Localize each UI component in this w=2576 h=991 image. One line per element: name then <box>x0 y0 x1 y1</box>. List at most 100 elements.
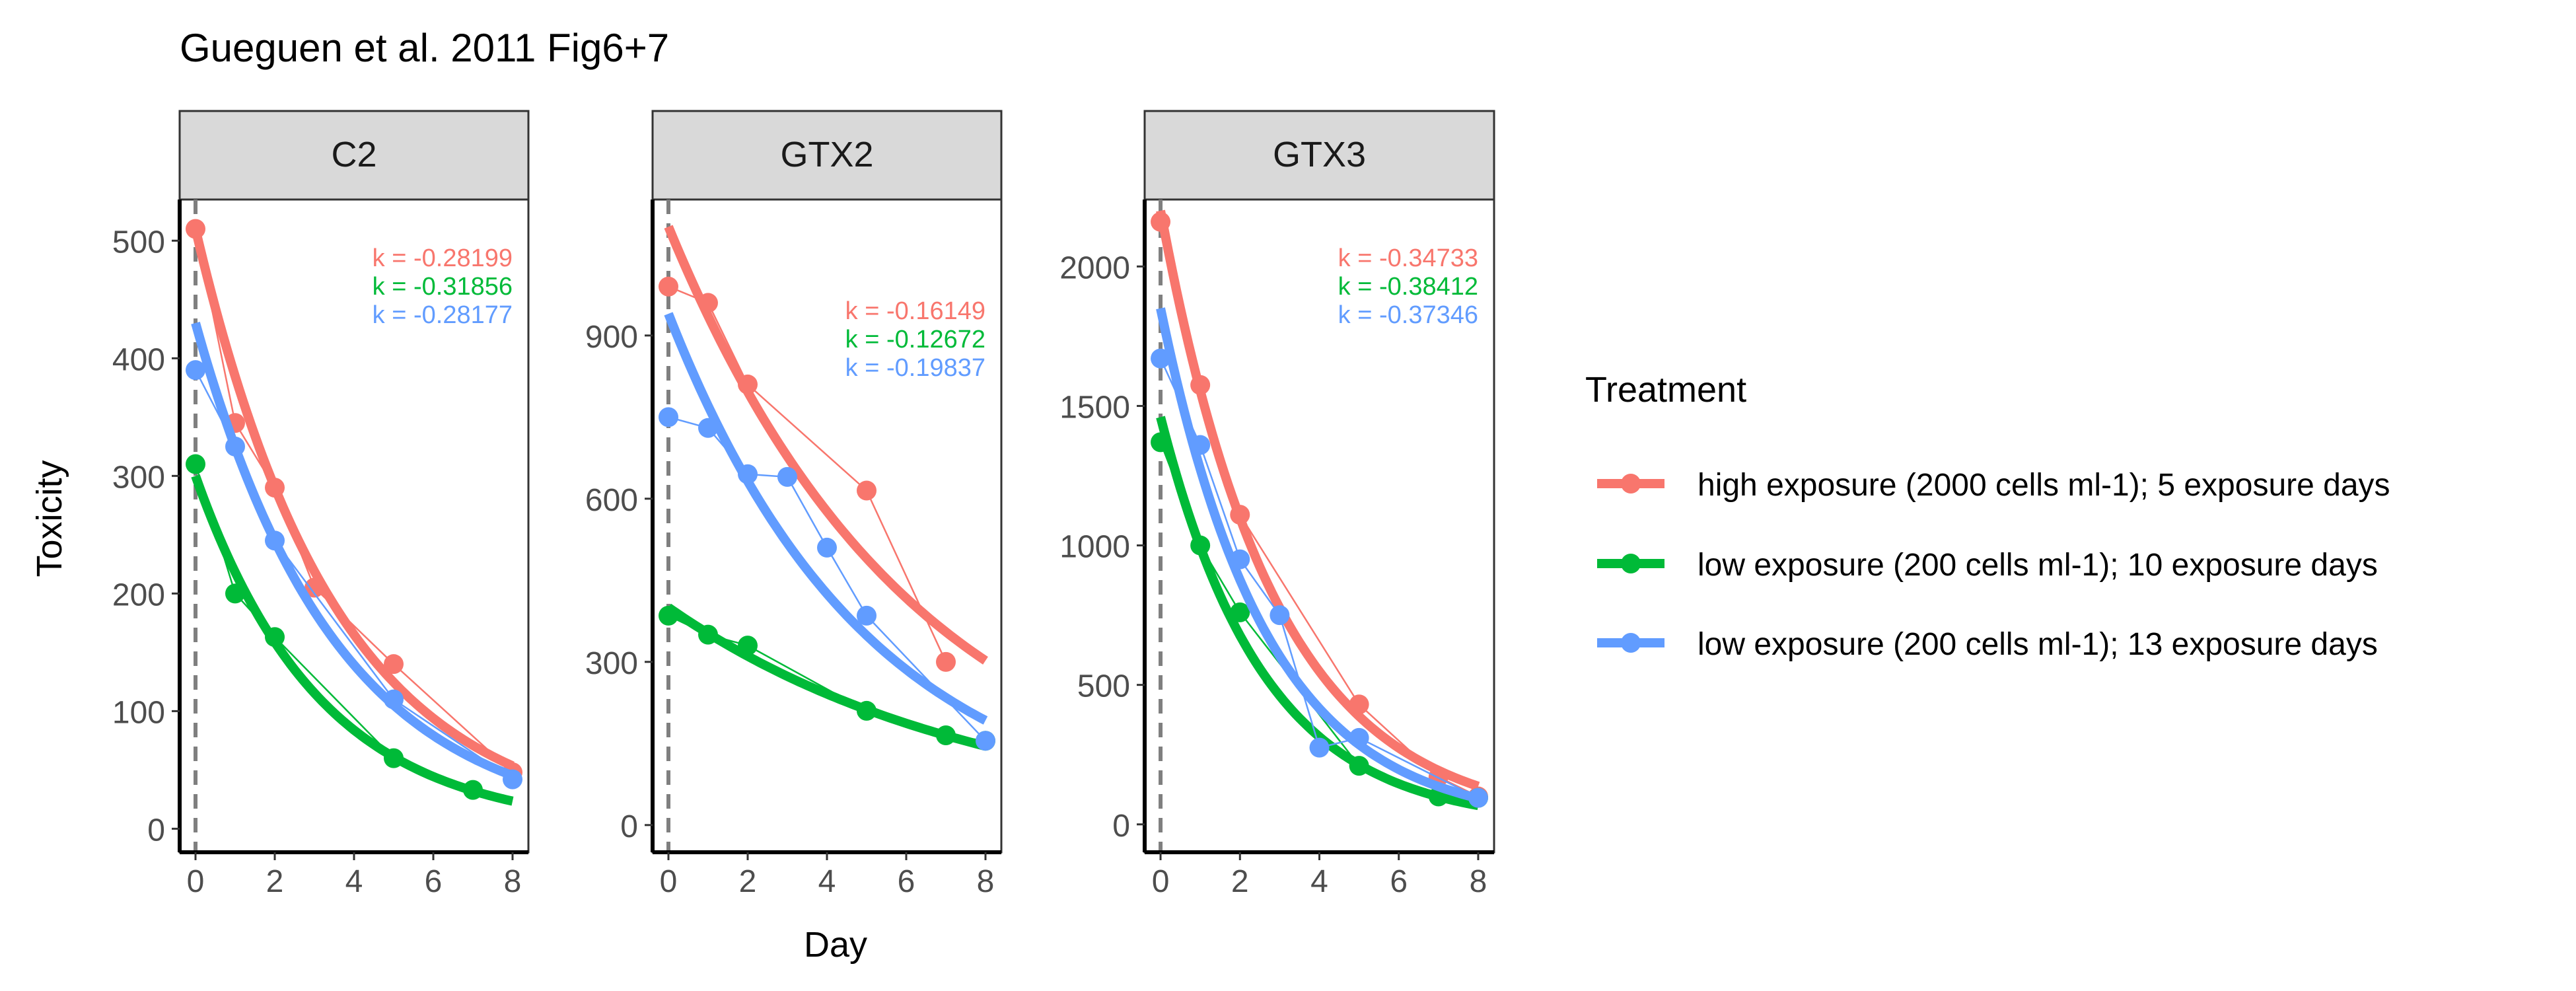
y-axis-label: Toxicity <box>30 460 69 577</box>
k-annotation: k = -0.19837 <box>845 354 985 382</box>
data-point <box>659 276 678 297</box>
k-annotation: k = -0.28199 <box>373 244 513 272</box>
data-point <box>1230 549 1250 569</box>
data-point <box>1349 694 1369 715</box>
series-2: k = -0.12672 <box>659 326 995 751</box>
legend-entry-1: high exposure (2000 cells ml-1); 5 expos… <box>1597 468 2390 503</box>
y-tick-label: 400 <box>112 342 165 377</box>
data-point <box>1190 435 1211 455</box>
data-point <box>936 725 956 745</box>
facet-strip-label: GTX2 <box>780 135 873 174</box>
y-tick-label: 500 <box>1077 669 1130 704</box>
k-annotation: k = -0.28177 <box>373 301 513 329</box>
x-tick-label: 0 <box>660 864 678 899</box>
data-point <box>698 418 718 438</box>
y-tick-label: 300 <box>585 646 638 681</box>
y-tick-label: 100 <box>112 695 165 730</box>
series-fit-curve <box>191 322 515 780</box>
x-tick-label: 0 <box>1152 864 1170 899</box>
data-point <box>384 748 404 768</box>
data-point <box>857 605 877 626</box>
y-tick-label: 0 <box>1112 809 1130 844</box>
y-tick-label: 600 <box>585 483 638 518</box>
facet-strip-label: C2 <box>331 135 376 174</box>
data-point <box>1270 605 1290 626</box>
data-point <box>1190 375 1211 395</box>
x-tick-label: 6 <box>1390 864 1408 899</box>
data-point <box>225 583 245 604</box>
data-point <box>698 624 718 645</box>
data-point <box>186 454 205 474</box>
data-point <box>738 636 758 656</box>
data-point <box>857 480 877 501</box>
k-annotation: k = -0.37346 <box>1338 301 1478 329</box>
series-2: k = -0.38412 <box>1151 273 1488 811</box>
x-tick-label: 6 <box>425 864 443 899</box>
data-point <box>503 769 522 789</box>
series-3: k = -0.19837 <box>659 312 995 751</box>
data-point <box>1230 505 1250 525</box>
facet-strip <box>178 110 530 201</box>
series-fit-curve <box>1156 416 1480 811</box>
y-tick-label: 300 <box>112 460 165 495</box>
data-point <box>698 293 718 313</box>
x-tick-label: 4 <box>345 864 363 899</box>
data-point <box>738 464 758 484</box>
x-tick-label: 2 <box>739 864 757 899</box>
data-point <box>463 780 483 800</box>
data-point <box>936 651 956 672</box>
series-1: k = -0.16149 <box>659 225 988 672</box>
data-point <box>1151 211 1171 232</box>
legend-label: high exposure (2000 cells ml-1); 5 expos… <box>1698 468 2390 503</box>
y-tick-label: 2000 <box>1059 250 1130 285</box>
data-point <box>817 537 837 558</box>
y-tick-label: 500 <box>112 225 165 260</box>
x-tick-label: 4 <box>1310 864 1328 899</box>
data-point <box>659 407 678 427</box>
data-point <box>265 478 285 498</box>
y-tick-label: 0 <box>147 813 165 848</box>
data-point <box>1151 348 1171 369</box>
data-point <box>777 466 797 487</box>
series-2: k = -0.31856 <box>186 273 514 806</box>
legend: Treatment high exposure (2000 cells ml-1… <box>1585 370 2390 662</box>
series-fit-curve <box>664 312 988 725</box>
data-point <box>1309 737 1330 758</box>
data-point <box>659 605 678 626</box>
data-point <box>1230 602 1250 622</box>
data-point <box>186 360 205 381</box>
facet-strip <box>1143 110 1495 201</box>
k-annotation: k = -0.31856 <box>373 273 513 301</box>
data-point <box>384 654 404 675</box>
series-fit-curve <box>666 603 987 751</box>
y-tick-label: 200 <box>112 577 165 612</box>
data-point <box>857 700 877 721</box>
legend-key-point <box>1621 474 1641 494</box>
data-point <box>1151 432 1171 453</box>
series-3: k = -0.37346 <box>1151 301 1488 808</box>
data-point <box>1349 756 1369 776</box>
series-fit-curve <box>1156 209 1480 791</box>
x-tick-label: 6 <box>898 864 915 899</box>
data-point <box>976 731 995 751</box>
x-tick-label: 0 <box>187 864 205 899</box>
y-tick-label: 0 <box>620 809 638 844</box>
legend-label: low exposure (200 cells ml-1); 13 exposu… <box>1698 627 2378 662</box>
x-tick-label: 8 <box>1470 864 1487 899</box>
x-tick-label: 8 <box>504 864 522 899</box>
y-tick-label: 900 <box>585 320 638 355</box>
series-1: k = -0.34733 <box>1151 209 1488 807</box>
data-point <box>1468 788 1488 808</box>
series-fit-curve <box>191 474 514 806</box>
legend-key-point <box>1621 633 1641 653</box>
chart-title: Gueguen et al. 2011 Fig6+7 <box>180 26 669 70</box>
k-annotation: k = -0.12672 <box>845 326 985 353</box>
y-tick-label: 1500 <box>1059 390 1130 425</box>
data-point <box>1349 727 1369 748</box>
series-fit-curve <box>1156 307 1480 803</box>
data-point <box>225 436 245 457</box>
legend-key-point <box>1621 554 1641 573</box>
